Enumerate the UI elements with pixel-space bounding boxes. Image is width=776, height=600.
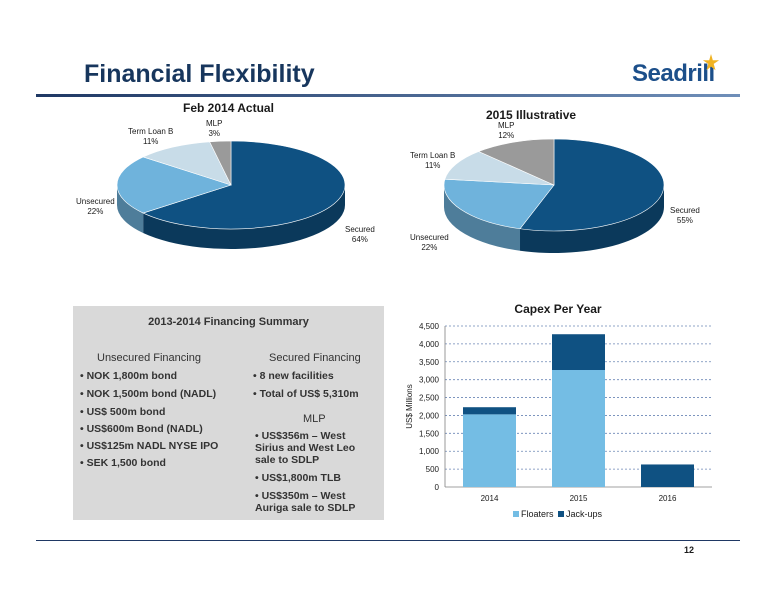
summary-title: 2013-2014 Financing Summary [148,316,309,328]
seadrill-logo: Seadrill [632,54,722,94]
pie1-label-mlp: MLP 3% [206,119,223,138]
y-tick-label: 4,500 [419,322,440,331]
page-number: 12 [684,545,695,555]
y-tick-label: 1,000 [419,447,440,456]
pie-side-secured [143,185,345,249]
pie-slice-mlp [477,138,555,186]
pie-slice-term-loan-b [142,141,232,186]
legend-swatch-floaters [513,511,519,517]
x-tick-label: 2015 [570,494,588,503]
y-tick-label: 2,500 [419,394,440,403]
pie-slice-unsecured [443,178,555,230]
legend-label: Jack-ups [566,509,603,519]
y-axis-label: US$ Millions [405,384,414,428]
unsecured-heading: Unsecured Financing [97,352,201,364]
secured-item: • 8 new facilities [253,370,334,382]
star-icon [702,54,720,71]
mlp-heading: MLP [303,413,326,425]
bar-jack-ups-2014 [463,407,516,415]
pie-chart-2015-illustrative [443,138,665,253]
footer-rule [36,540,740,541]
y-tick-label: 4,000 [419,340,440,349]
pie1-label-unsecured: Unsecured 22% [76,197,115,216]
x-tick-label: 2016 [659,494,677,503]
unsecured-item: • US$ 500m bond [80,406,166,418]
pie1-label-term-loan-b: Term Loan B 11% [128,127,174,146]
y-tick-label: 1,500 [419,429,440,438]
unsecured-item: • US$125m NADL NYSE IPO [80,440,219,452]
mlp-item: • US$1,800m TLB [255,472,341,484]
pie2-title: 2015 Illustrative [486,108,577,122]
bar-jack-ups-2016 [641,464,694,487]
pie2-label-mlp: MLP 12% [498,121,515,140]
unsecured-item: • NOK 1,500m bond (NADL) [80,388,217,400]
y-tick-label: 500 [426,465,440,474]
pie-depth [444,185,664,253]
logo-text: Seadrill [632,60,715,87]
header-rule [36,94,740,97]
pie1-title: Feb 2014 Actual [183,101,274,115]
capex-bar-chart: Capex Per Year 0 500 1,000 1,500 2,000 2,500 3,… [405,302,712,519]
pie-chart-feb-2014 [116,140,346,249]
pie-slice-term-loan-b [444,151,555,186]
bar-chart-title: Capex Per Year [514,302,602,316]
pie-side-unsecured [444,185,521,251]
pie-slice-secured [142,140,346,230]
pie1-label-secured: Secured 64% [345,225,375,244]
secured-item: • Total of US$ 5,310m [253,388,359,400]
y-tick-label: 3,500 [419,358,440,367]
pie-slice-mlp [209,140,232,186]
unsecured-item: • US$600m Bond (NADL) [80,423,203,435]
y-tick-label: 2,000 [419,411,440,420]
secured-heading: Secured Financing [269,352,361,364]
pie2-label-secured: Secured 55% [670,206,700,225]
pie2-label-unsecured: Unsecured 22% [410,233,449,252]
x-tick-label: 2014 [481,494,499,503]
bar-jack-ups-2015 [552,334,605,371]
page-title: Financial Flexibility [84,60,315,88]
legend-swatch-jack-ups [558,511,564,517]
bar-floaters-2014 [463,414,516,487]
pie2-label-term-loan-b: Term Loan B 11% [410,151,456,170]
pie-side-secured [520,185,664,253]
unsecured-item: • NOK 1,800m bond [80,370,178,382]
legend-label: Floaters [521,509,554,519]
pie-slice-secured [519,138,665,232]
pie-slice-unsecured [116,156,232,214]
financing-summary-box: 2013-2014 Financing Summary Unsecured Fi… [73,306,384,520]
bar-floaters-2015 [552,370,605,487]
pie-depth [117,185,345,249]
mlp-item: • US$350m – West Auriga sale to SDLP [255,490,356,514]
y-tick-label: 0 [435,483,440,492]
y-tick-label: 3,000 [419,376,440,385]
mlp-item: • US$356m – West Sirius and West Leo sal… [255,430,356,466]
pie-side-unsecured [117,185,144,234]
unsecured-item: • SEK 1,500 bond [80,457,166,469]
